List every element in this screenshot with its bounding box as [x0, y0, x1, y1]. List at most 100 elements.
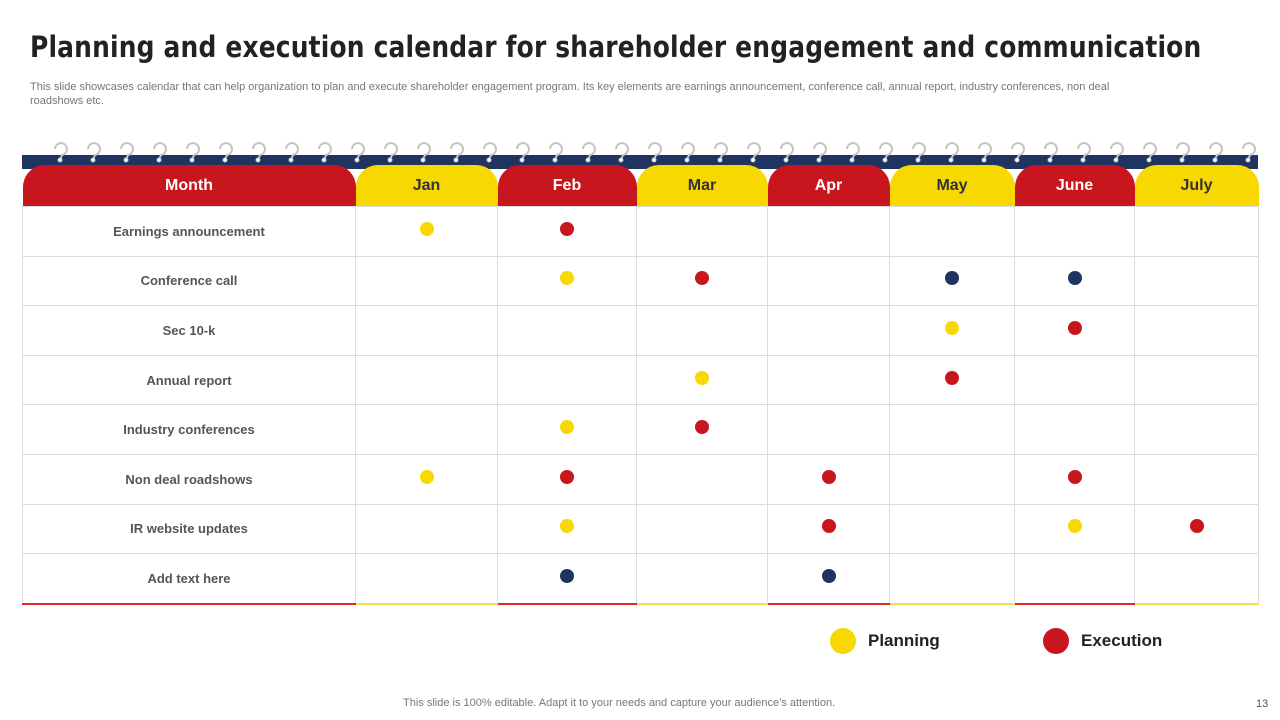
calendar-cell — [636, 553, 768, 605]
calendar-cell — [889, 404, 1015, 455]
calendar-cell — [497, 354, 637, 406]
execution-dot-icon — [1043, 628, 1069, 654]
month-header-jan: Jan — [355, 165, 498, 207]
month-header-mar: Mar — [636, 165, 768, 207]
calendar-cell — [889, 255, 1015, 307]
table-row: IR website updates — [22, 503, 1259, 555]
calendar-cell — [497, 503, 637, 555]
calendar-cell — [355, 453, 498, 505]
month-header-feb: Feb — [497, 165, 637, 207]
spiral-ring-icon — [120, 142, 134, 163]
table-row: Sec 10-k — [22, 305, 1259, 356]
planning-dot-icon — [830, 628, 856, 654]
calendar-cell — [355, 553, 498, 605]
slide-title: Planning and execution calendar for shar… — [30, 30, 1202, 64]
month-header-may: May — [889, 165, 1015, 207]
spiral-ring-icon — [384, 142, 398, 163]
spiral-ring-icon — [747, 142, 761, 163]
spiral-ring-icon — [219, 142, 233, 163]
planning-dot-icon — [945, 320, 959, 335]
calendar-cell — [1014, 255, 1135, 307]
execution-dot-icon — [821, 519, 836, 534]
spiral-ring-icon — [351, 142, 365, 163]
table-row: Non deal roadshows — [22, 453, 1259, 505]
calendar-cell — [767, 206, 890, 257]
spiral-ring-icon — [912, 142, 926, 163]
spiral-ring-icon — [945, 142, 959, 163]
calendar-cell — [497, 206, 637, 257]
spiral-ring-icon — [417, 142, 431, 163]
execution-dot-icon — [821, 469, 836, 484]
other-dot-icon — [560, 568, 574, 583]
other-dot-icon — [945, 271, 959, 286]
calendar-cell — [1014, 206, 1135, 257]
activity-label: Sec 10-k — [22, 305, 356, 356]
slide-subtitle: This slide showcases calendar that can h… — [30, 81, 1110, 107]
month-header-apr: Apr — [767, 165, 890, 207]
spiral-ring-icon — [780, 142, 794, 163]
calendar-cell — [1134, 404, 1259, 455]
calendar-cell — [889, 453, 1015, 505]
calendar-cell — [636, 404, 768, 455]
calendar-cell — [889, 305, 1015, 356]
execution-dot-icon — [1189, 519, 1204, 534]
calendar-cell — [355, 255, 498, 307]
calendar-cell — [636, 206, 768, 257]
calendar-cell — [1014, 404, 1135, 455]
execution-dot-icon — [560, 469, 574, 484]
execution-dot-icon — [695, 420, 709, 435]
activity-label: Conference call — [22, 255, 356, 307]
calendar-cell — [1014, 453, 1135, 505]
calendar-cell — [497, 255, 637, 307]
calendar-cell — [636, 255, 768, 307]
calendar-cell — [636, 305, 768, 356]
planning-dot-icon — [560, 271, 574, 286]
calendar-cell — [355, 404, 498, 455]
spiral-ring-icon — [1209, 142, 1223, 163]
calendar-cell — [767, 553, 890, 605]
spiral-ring-icon — [285, 142, 299, 163]
spiral-ring-icon — [582, 142, 596, 163]
activity-label: Non deal roadshows — [22, 453, 356, 505]
calendar-cell — [355, 305, 498, 356]
legend-execution-label: Execution — [1081, 631, 1163, 650]
execution-dot-icon — [1067, 469, 1082, 484]
calendar-cell — [636, 453, 768, 505]
planning-dot-icon — [560, 420, 574, 435]
legend-planning-label: Planning — [868, 631, 940, 650]
table-row: Conference call — [22, 255, 1259, 307]
legend-execution: Execution — [1043, 627, 1162, 655]
calendar-cell — [355, 206, 498, 257]
execution-dot-icon — [560, 221, 574, 236]
calendar-cell — [1014, 553, 1135, 605]
planning-dot-icon — [560, 519, 574, 534]
spiral-ring-icon — [516, 142, 530, 163]
calendar-cell — [1134, 453, 1259, 505]
table-row: Industry conferences — [22, 404, 1259, 455]
activity-label: Annual report — [22, 354, 356, 406]
execution-dot-icon — [945, 370, 959, 385]
header-row: Month Jan Feb Mar Apr May June July — [22, 165, 1259, 207]
calendar-cell — [1134, 206, 1259, 257]
execution-dot-icon — [1067, 320, 1082, 335]
spiral-ring-icon — [87, 142, 101, 163]
calendar-cell — [1014, 305, 1135, 356]
calendar-cell — [355, 503, 498, 555]
table-row: Earnings announcement — [22, 206, 1259, 257]
calendar-cell — [767, 305, 890, 356]
calendar-cell — [1134, 553, 1259, 605]
table-row: Add text here — [22, 553, 1259, 605]
calendar-cell — [1134, 354, 1259, 406]
other-dot-icon — [1067, 271, 1082, 286]
calendar-cell — [497, 553, 637, 605]
month-header-june: June — [1014, 165, 1135, 207]
spiral-ring-icon — [1242, 142, 1256, 163]
spiral-ring-icon — [1110, 142, 1124, 163]
spiral-ring-icon — [318, 142, 332, 163]
calendar-cell — [767, 354, 890, 406]
table-row: Annual report — [22, 354, 1259, 406]
spiral-ring-icon — [978, 142, 992, 163]
footer-note: This slide is 100% editable. Adapt it to… — [403, 697, 836, 709]
legend-planning: Planning — [830, 627, 940, 655]
calendar-cell — [636, 503, 768, 555]
